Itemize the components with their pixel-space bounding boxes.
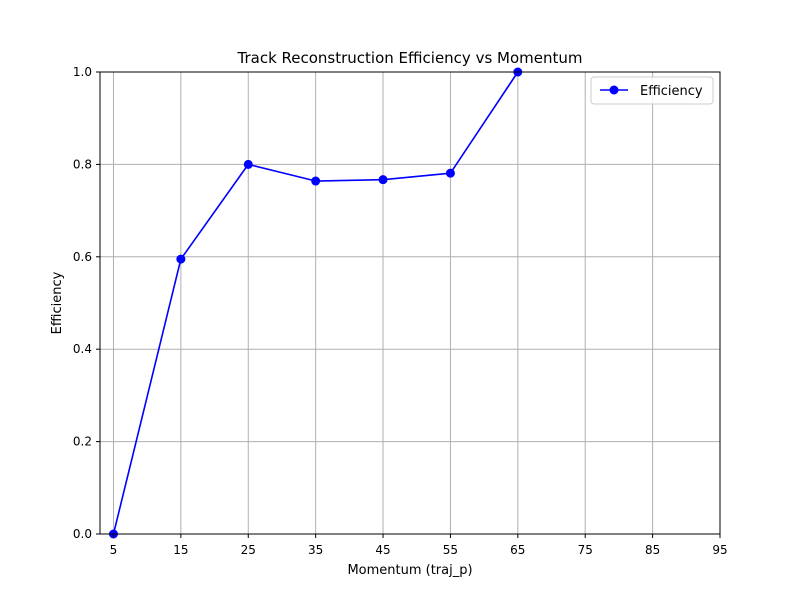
data-point bbox=[311, 176, 321, 186]
legend-marker-sample bbox=[609, 85, 619, 95]
x-tick-label: 5 bbox=[110, 543, 118, 557]
data-point bbox=[176, 254, 186, 264]
y-tick-label: 1.0 bbox=[73, 65, 92, 79]
x-tick-label: 85 bbox=[645, 543, 660, 557]
x-axis-label: Momentum (traj_p) bbox=[347, 563, 472, 578]
x-tick-label: 15 bbox=[173, 543, 188, 557]
x-tick-label: 35 bbox=[308, 543, 323, 557]
legend-box bbox=[590, 76, 714, 105]
x-tick-label: 75 bbox=[578, 543, 593, 557]
data-point bbox=[378, 175, 388, 185]
chart-title: Track Reconstruction Efficiency vs Momen… bbox=[237, 49, 583, 67]
x-tick-label: 95 bbox=[712, 543, 727, 557]
y-tick-label: 0.4 bbox=[73, 342, 92, 356]
data-point bbox=[445, 168, 455, 178]
legend: Efficiency bbox=[590, 76, 714, 105]
y-tick-label: 0.2 bbox=[73, 435, 92, 449]
x-tick-label: 25 bbox=[241, 543, 256, 557]
y-axis-label: Efficiency bbox=[50, 271, 65, 334]
axis-ticks: 5 15 25 35 45 55 65 75 85 95 0.0 0.2 0.4 0.6 0.8 1.0 bbox=[73, 65, 728, 557]
y-tick-label: 0.8 bbox=[73, 157, 92, 171]
y-tick-label: 0.6 bbox=[73, 250, 92, 264]
y-tick-label: 0.0 bbox=[73, 527, 92, 541]
x-tick-label: 65 bbox=[510, 543, 525, 557]
x-tick-label: 55 bbox=[443, 543, 458, 557]
plot-frame bbox=[99, 71, 721, 535]
x-tick-label: 45 bbox=[375, 543, 390, 557]
legend-label: Efficiency bbox=[640, 84, 703, 99]
data-point bbox=[243, 159, 253, 169]
plot-area bbox=[100, 72, 720, 534]
